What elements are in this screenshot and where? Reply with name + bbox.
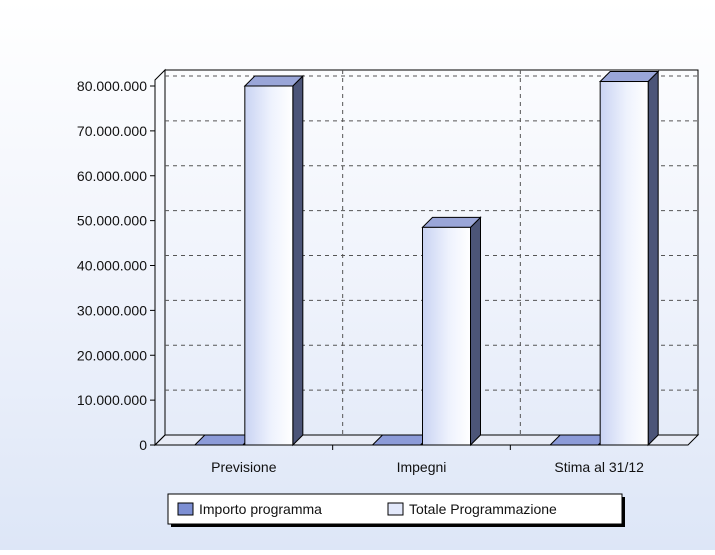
tick-labels: 0 10.000.000 20.000.000 30.000.000 40.000.00…: [77, 78, 644, 475]
bar-totale-1-side: [471, 217, 481, 445]
x-tick-label-0: Previsione: [211, 459, 277, 475]
bar-importo-2-top: [550, 435, 608, 445]
y-tick-label-7: 70.000.000: [77, 123, 147, 139]
bar-importo-0-top: [195, 435, 253, 445]
bars: [195, 72, 658, 445]
plot-left-wall: [155, 70, 165, 445]
y-tick-label-1: 10.000.000: [77, 392, 147, 408]
bar-totale-0-side: [293, 76, 303, 445]
bar-totale-0: [245, 76, 303, 445]
legend-swatch-1: [388, 503, 403, 515]
legend: Importo programma Totale Programmazione: [168, 494, 625, 527]
y-tick-label-6: 60.000.000: [77, 168, 147, 184]
bar-totale-1-top: [423, 217, 481, 227]
legend-label-0: Importo programma: [199, 501, 322, 517]
legend-swatch-0: [178, 503, 193, 515]
bar-totale-1: [423, 217, 481, 445]
bar-totale-1-front: [423, 227, 471, 445]
x-tick-label-1: Impegni: [397, 459, 447, 475]
bar-totale-2-side: [648, 72, 658, 445]
bar-importo-1: [373, 435, 431, 445]
legend-label-1: Totale Programmazione: [409, 501, 557, 517]
bar-totale-0-top: [245, 76, 303, 86]
bar-totale-0-front: [245, 86, 293, 445]
bar-importo-2: [550, 435, 608, 445]
x-tick-label-2: Stima al 31/12: [554, 459, 644, 475]
bar-totale-2-front: [600, 82, 648, 445]
bar-importo-0: [195, 435, 253, 445]
bar-importo-1-top: [373, 435, 431, 445]
y-tick-label-0: 0: [139, 437, 147, 453]
y-tick-label-4: 40.000.000: [77, 258, 147, 274]
bar-totale-2-top: [600, 72, 658, 82]
y-tick-label-8: 80.000.000: [77, 78, 147, 94]
y-tick-label-2: 20.000.000: [77, 347, 147, 363]
y-tick-label-3: 30.000.000: [77, 302, 147, 318]
bar-totale-2: [600, 72, 658, 445]
y-tick-label-5: 50.000.000: [77, 213, 147, 229]
